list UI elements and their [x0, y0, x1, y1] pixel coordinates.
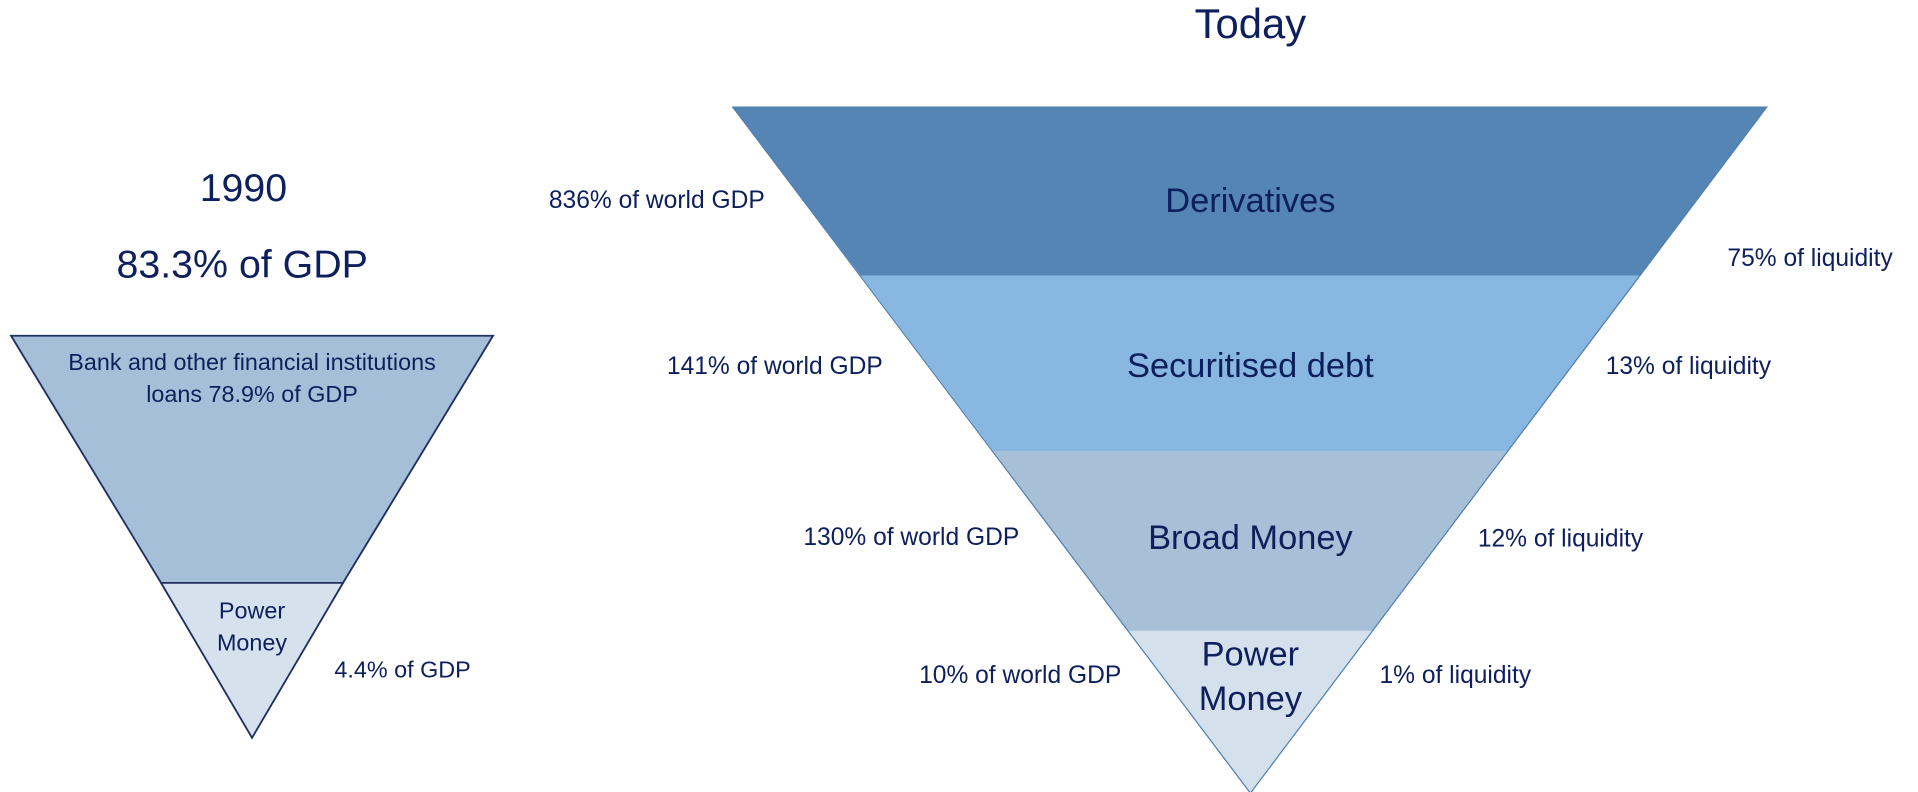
right-outline	[731, 106, 1769, 792]
left-label: 10% of world GDP	[919, 662, 1121, 689]
right-layer	[993, 451, 1508, 631]
layer-label: Money	[217, 630, 287, 656]
left-label: 836% of world GDP	[549, 187, 765, 214]
right-label: 12% of liquidity	[1478, 525, 1644, 552]
left-title: 1990	[200, 166, 288, 210]
layer-name: Securitised debt	[1127, 347, 1374, 385]
layer-name: Power	[1202, 636, 1300, 674]
side-label: 4.4% of GDP	[334, 657, 470, 683]
layer-name: Money	[1199, 680, 1303, 718]
layer-name: Broad Money	[1148, 519, 1353, 557]
right-title: Today	[1195, 0, 1307, 47]
layer-label: Bank and other financial institutions	[68, 349, 435, 375]
right-layer	[732, 107, 1767, 276]
left-subtitle: 83.3% of GDP	[117, 242, 368, 286]
left-layer-bottom	[159, 581, 345, 740]
layer-label: loans 78.9% of GDP	[146, 381, 358, 407]
right-layer	[860, 275, 1641, 452]
layer-name: Derivatives	[1165, 182, 1335, 220]
right-label: 75% of liquidity	[1727, 245, 1893, 272]
right-label: 13% of liquidity	[1606, 353, 1772, 380]
layer-label: Power	[219, 598, 285, 624]
right-layer	[1127, 630, 1373, 792]
right-label: 1% of liquidity	[1379, 662, 1531, 689]
left-label: 130% of world GDP	[803, 524, 1019, 551]
left-label: 141% of world GDP	[667, 353, 883, 380]
